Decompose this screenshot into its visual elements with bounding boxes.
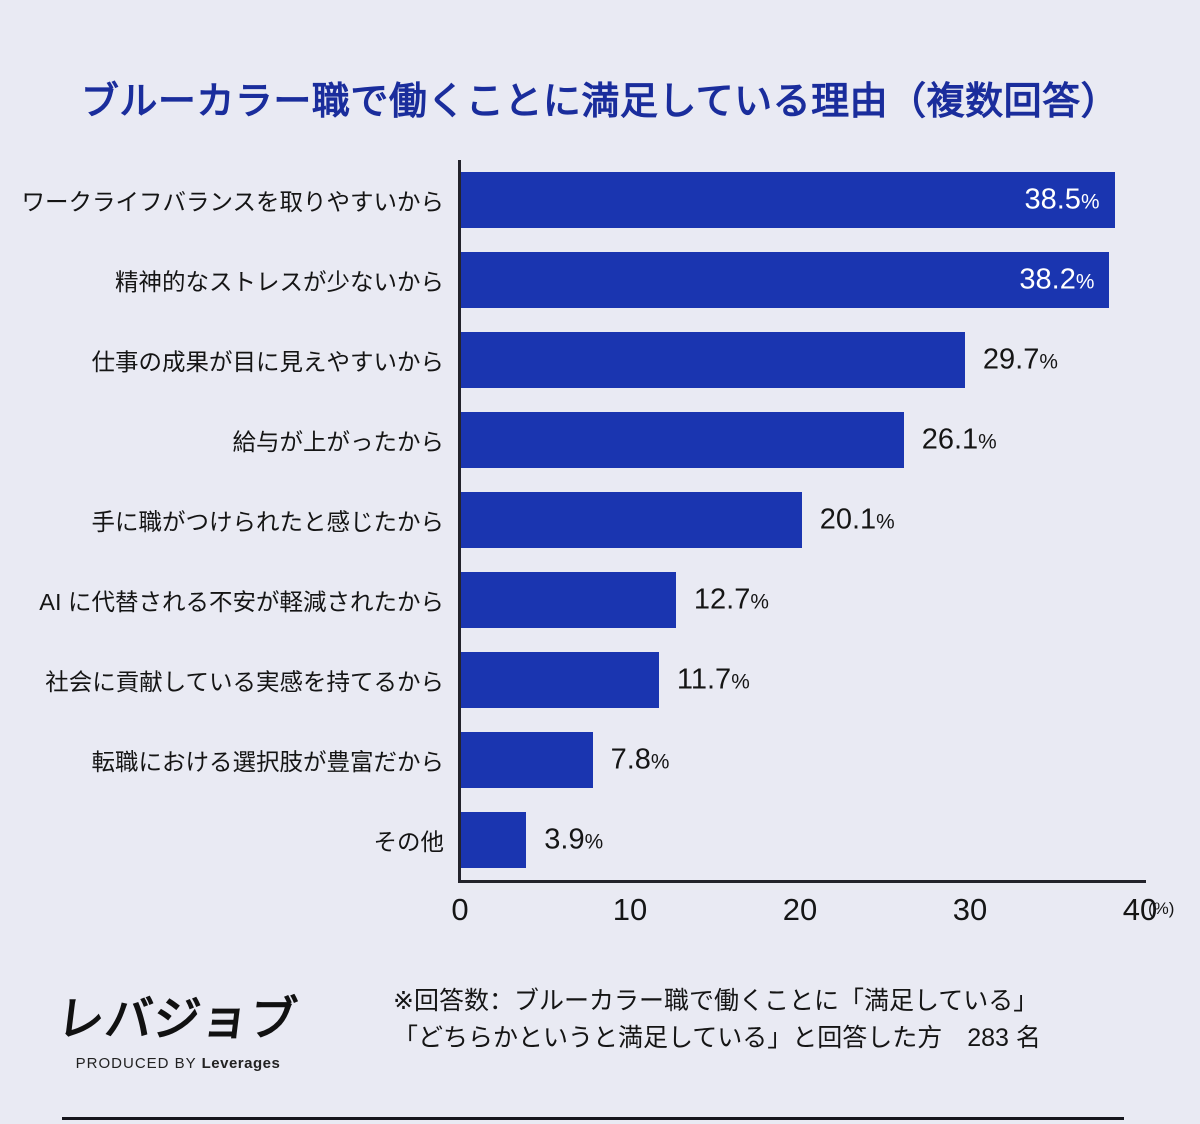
bar-chart: ワークライフバランスを取りやすいから 38.5% 精神的なストレスが少ないから 38.… [0, 160, 1146, 880]
category-label: 手に職がつけられたと感じたから [91, 509, 445, 535]
survey-note: ※回答数：ブルーカラー職で働くことに「満足している」 「どちらかというと満足して… [393, 983, 1041, 1057]
bar-row: 手に職がつけられたと感じたから 20.1% [0, 480, 1146, 560]
category-label: ワークライフバランスを取りやすいから [21, 189, 444, 215]
bar [460, 732, 593, 788]
bar-row: AI に代替される不安が軽減されたから 12.7% [0, 560, 1146, 640]
x-tick-label: 30 [952, 892, 988, 927]
value-label: 26.1% [921, 423, 997, 456]
bar [460, 652, 659, 708]
y-axis-line [458, 160, 461, 883]
bar-track: 7.8% [460, 732, 1146, 788]
bar [460, 492, 802, 548]
bar-track: 11.7% [460, 652, 1146, 708]
bar-track: 38.2% [460, 252, 1146, 308]
bar-row: 仕事の成果が目に見えやすいから 29.7% [0, 320, 1146, 400]
logo-sub-prefix: PRODUCED BY [75, 1055, 197, 1072]
x-tick-label: 10 [612, 892, 648, 927]
category-label: 仕事の成果が目に見えやすいから [91, 349, 445, 375]
value-label: 38.5% [1024, 183, 1100, 216]
bar: 38.5% [460, 172, 1115, 228]
category-label: 転職における選択肢が豊富だから [91, 749, 445, 775]
value-label: 3.9% [544, 823, 604, 856]
bar-row: その他 3.9% [0, 800, 1146, 880]
bottom-rule [62, 1117, 1124, 1120]
bar-track: 12.7% [460, 572, 1146, 628]
category-label: AI に代替される不安が軽減されたから [39, 589, 444, 615]
bar-track: 38.5% [460, 172, 1146, 228]
bar-track: 26.1% [460, 412, 1146, 468]
logo-subtext: PRODUCED BY Leverages [52, 1055, 304, 1072]
logo-sub-brand: Leverages [201, 1055, 281, 1072]
bar-row: 精神的なストレスが少ないから 38.2% [0, 240, 1146, 320]
bar [460, 572, 676, 628]
x-tick-label: 40 [1122, 892, 1158, 927]
bar-row: ワークライフバランスを取りやすいから 38.5% [0, 160, 1146, 240]
value-label: 7.8% [610, 743, 670, 776]
value-label: 11.7% [676, 663, 750, 696]
x-tick-label: 20 [782, 892, 818, 927]
survey-note-line2: 「どちらかというと満足している」と回答した方 283 名 [393, 1024, 1041, 1052]
bar [460, 812, 527, 868]
category-label: 給与が上がったから [232, 429, 445, 455]
survey-note-line1: ※回答数：ブルーカラー職で働くことに「満足している」 [393, 987, 1039, 1015]
bar-row: 給与が上がったから 26.1% [0, 400, 1146, 480]
logo: レバジョブ PRODUCED BY Leverages [52, 980, 304, 1072]
bar: 38.2% [460, 252, 1110, 308]
value-label: 20.1% [819, 503, 895, 536]
value-label: 29.7% [982, 343, 1058, 376]
bar-track: 29.7% [460, 332, 1146, 388]
chart-title: ブルーカラー職で働くことに満足している理由（複数回答） [80, 81, 1120, 123]
logo-text: レバジョブ [54, 992, 301, 1045]
x-axis-unit-label: (%) [1148, 899, 1175, 918]
x-tick-label: 0 [451, 892, 469, 927]
bar [460, 412, 904, 468]
category-label: 社会に貢献している実感を持てるから [45, 669, 444, 695]
bar-row: 転職における選択肢が豊富だから 7.8% [0, 720, 1146, 800]
bar-track: 3.9% [460, 812, 1146, 868]
bar [460, 332, 965, 388]
value-label: 38.2% [1019, 263, 1095, 296]
value-label: 12.7% [693, 583, 769, 616]
bar-track: 20.1% [460, 492, 1146, 548]
bar-row: 社会に貢献している実感を持てるから 11.7% [0, 640, 1146, 720]
category-label: その他 [373, 829, 445, 855]
x-axis-line [458, 880, 1146, 883]
category-label: 精神的なストレスが少ないから [115, 269, 444, 295]
